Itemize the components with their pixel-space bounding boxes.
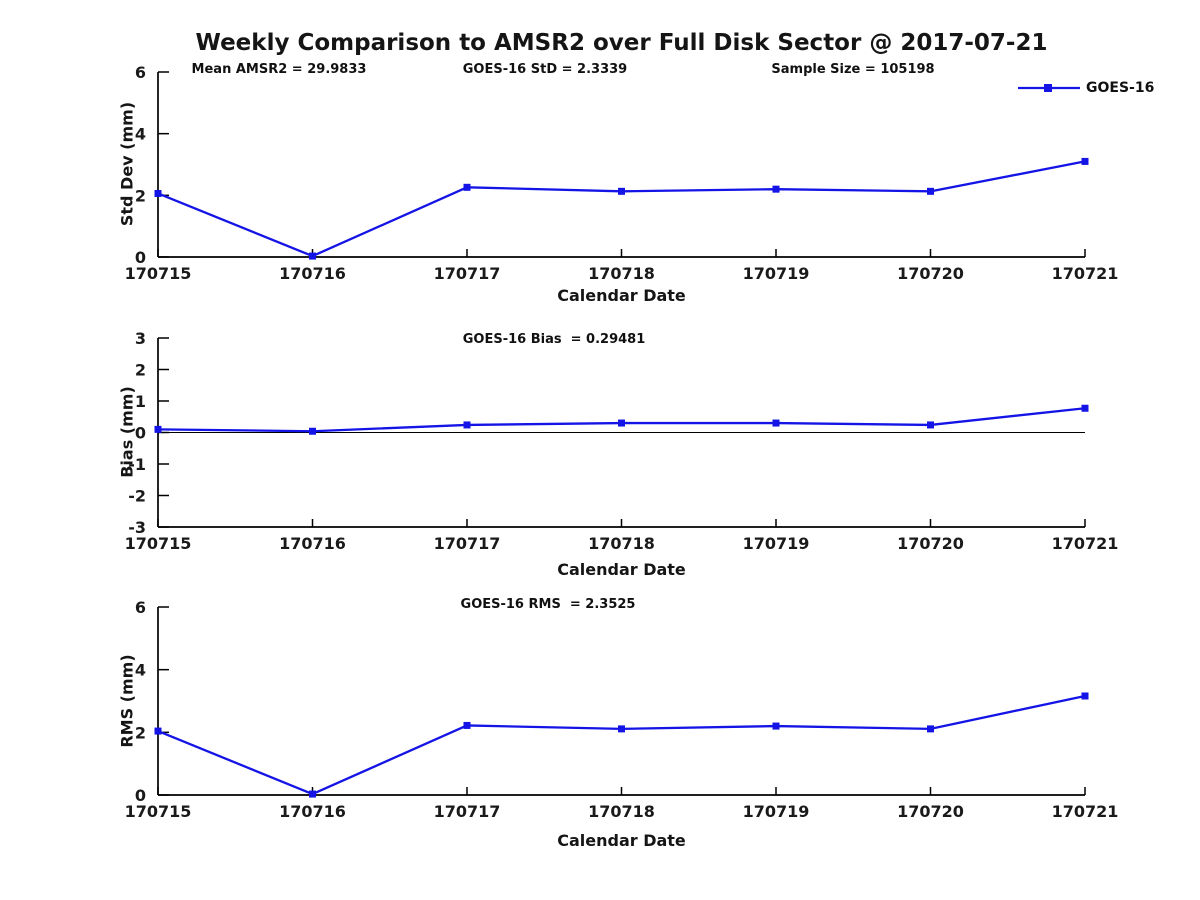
legend-line-marker-icon [1018, 84, 1080, 92]
legend: GOES-16 [1018, 80, 1154, 96]
data-point-marker [463, 183, 471, 191]
bias-subplot: GOES-16 Bias = 0.29481 Bias (mm) -3 -2 -1 0… [0, 330, 1200, 580]
data-point-marker [1081, 404, 1089, 412]
y-tick-label: 2 [135, 723, 146, 742]
annotation-goes16-rms: GOES-16 RMS = 2.3525 [460, 597, 636, 612]
x-tick-label: 170719 [743, 802, 810, 821]
data-point-marker [927, 421, 934, 429]
data-line [157, 694, 1086, 796]
y-tick-label: 4 [135, 661, 146, 680]
x-tick-label: 170716 [279, 802, 346, 821]
data-point-marker [463, 721, 471, 729]
x-tick-label: 170715 [125, 802, 192, 821]
x-tick-label: 170720 [897, 534, 964, 553]
data-point-marker [772, 419, 780, 427]
y-tick-label: 6 [135, 63, 146, 82]
data-point-marker [154, 727, 162, 735]
data-point-marker [618, 725, 625, 733]
data-line [157, 160, 1086, 258]
annotation-goes16-bias: GOES-16 Bias = 0.29481 [462, 332, 646, 347]
data-point-marker [927, 725, 934, 733]
data-point-marker [927, 187, 934, 195]
x-tick-label: 170716 [279, 534, 346, 553]
data-point-marker [154, 425, 162, 433]
data-point-marker [1081, 692, 1089, 700]
x-tick-label: 170719 [743, 534, 810, 553]
data-point-marker [309, 252, 316, 260]
x-tick-label: 170718 [588, 264, 655, 283]
y-tick-label: 4 [135, 125, 146, 144]
stddev-x-axis-label: Calendar Date [557, 286, 686, 305]
data-point-marker [154, 189, 162, 197]
x-tick-label: 170721 [1052, 534, 1119, 553]
rms-plot-area: 0 2 4 6 170715 170716 170717 170718 170719 170720… [125, 598, 1119, 821]
x-tick-label: 170721 [1052, 802, 1119, 821]
x-tick-label: 170717 [434, 264, 501, 283]
y-tick-label: 0 [135, 248, 146, 267]
y-tick-label: 0 [135, 424, 146, 443]
x-tick-label: 170720 [897, 802, 964, 821]
x-tick-label: 170715 [125, 264, 192, 283]
x-tick-label: 170721 [1052, 264, 1119, 283]
rms-subplot: GOES-16 RMS = 2.3525 RMS (mm) 0 2 4 6 170715… [0, 595, 1200, 860]
y-tick-label: 2 [135, 361, 146, 380]
y-tick-label: 1 [135, 392, 146, 411]
x-tick-label: 170717 [434, 802, 501, 821]
y-tick-label: -3 [128, 518, 146, 537]
x-tick-label: 170716 [279, 264, 346, 283]
x-tick-label: 170720 [897, 264, 964, 283]
data-point-marker [309, 790, 316, 798]
data-point-marker [618, 419, 625, 427]
x-tick-label: 170718 [588, 802, 655, 821]
data-point-marker [1081, 157, 1089, 165]
data-point-marker [772, 185, 780, 193]
annotation-sample-size: Sample Size = 105198 [771, 62, 935, 77]
annotation-goes16-std: GOES-16 StD = 2.3339 [462, 62, 628, 77]
y-tick-label: -2 [128, 487, 146, 506]
y-tick-label: 0 [135, 786, 146, 805]
stddev-plot-area: 0 2 4 6 170715 170716 170717 170718 170719 170720… [125, 63, 1119, 283]
x-tick-label: 170717 [434, 534, 501, 553]
annotation-mean-amsr2: Mean AMSR2 = 29.9833 [191, 62, 367, 77]
data-point-marker [463, 421, 471, 429]
x-tick-label: 170719 [743, 264, 810, 283]
x-tick-label: 170715 [125, 534, 192, 553]
y-tick-label: 6 [135, 598, 146, 617]
x-tick-label: 170718 [588, 534, 655, 553]
data-point-marker [309, 427, 316, 435]
data-point-marker [772, 722, 780, 730]
bias-x-axis-label: Calendar Date [557, 560, 686, 579]
legend-label: GOES-16 [1086, 80, 1155, 96]
y-tick-label: -1 [128, 455, 146, 474]
figure-title: Weekly Comparison to AMSR2 over Full Dis… [195, 30, 1048, 56]
data-point-marker [618, 187, 625, 195]
stddev-subplot: Mean AMSR2 = 29.9833 GOES-16 StD = 2.333… [0, 60, 1200, 310]
y-tick-label: 3 [135, 330, 146, 348]
y-tick-label: 2 [135, 186, 146, 205]
bias-plot-area: -3 -2 -1 0 1 2 3 170715 170716 170717 170718 170719… [125, 330, 1119, 553]
rms-x-axis-label: Calendar Date [557, 831, 686, 850]
